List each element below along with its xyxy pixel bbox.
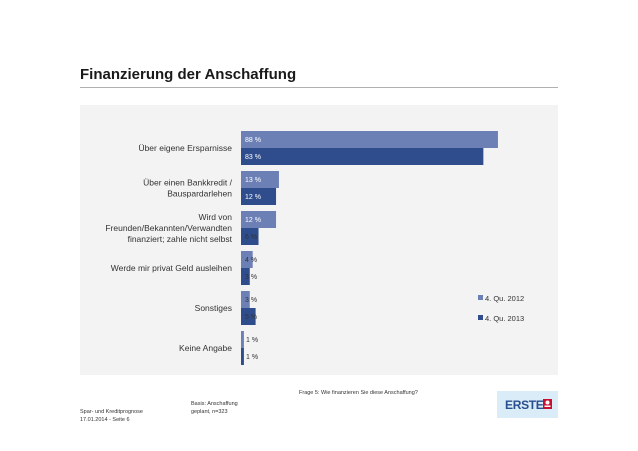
bar-2012-3 xyxy=(241,251,253,268)
value-label: 1 % xyxy=(246,354,258,361)
legend-label: 4. Qu. 2013 xyxy=(485,314,524,323)
title-divider xyxy=(80,87,558,88)
bar-2013-1 xyxy=(241,188,277,205)
question-note: Frage 5: Wie finanzieren Sie diese Ansch… xyxy=(299,390,418,396)
category-label: Werde mir privat Geld ausleihen xyxy=(111,263,233,273)
bar-2013-5 xyxy=(241,348,244,365)
value-label: 83 % xyxy=(245,154,261,161)
bar-2013-3 xyxy=(241,268,250,285)
value-label: 1 % xyxy=(246,337,258,344)
value-label: 6 % xyxy=(245,234,257,241)
erste-logo: ERSTE xyxy=(497,391,558,418)
bar-2012-2 xyxy=(241,211,277,228)
bar-chart: Über eigene Ersparnisse 88 % 83 % Über eine… xyxy=(105,131,524,365)
category-label: Bauspardarlehen xyxy=(167,189,232,199)
basis-note: Basis: Anschaffung geplant, n=323 xyxy=(191,400,238,416)
footer-date-page: 17.01.2014 - Seite 6 xyxy=(80,417,130,423)
bar-2013-2 xyxy=(241,228,259,245)
bar-2012-5 xyxy=(241,331,244,348)
footer: Spar- und Kreditprognose 17.01.2014 - Se… xyxy=(80,408,143,424)
basis-line-1: Basis: Anschaffung xyxy=(191,401,238,407)
category-label: Wird von xyxy=(198,212,232,222)
chart-panel: Über eigene Ersparnisse 88 % 83 % Über eine… xyxy=(80,105,558,375)
footer-report-name: Spar- und Kreditprognose xyxy=(80,409,143,415)
value-label: 12 % xyxy=(245,217,261,224)
value-label: 5 % xyxy=(245,314,257,321)
value-label: 4 % xyxy=(245,257,257,264)
value-label: 3 % xyxy=(245,274,257,281)
bar-2012-1 xyxy=(241,171,279,188)
bar-2012-4 xyxy=(241,291,250,308)
basis-line-2: geplant, n=323 xyxy=(191,409,228,415)
category-label: Über einen Bankkredit / xyxy=(143,178,232,188)
value-label: 3 % xyxy=(245,297,257,304)
bar-2013-0 xyxy=(241,148,484,165)
bar-2013-4 xyxy=(241,308,256,325)
value-label: 12 % xyxy=(245,194,261,201)
erste-logo-icon xyxy=(543,399,552,409)
category-label: Freunden/Bekannten/Verwandten xyxy=(105,223,232,233)
category-label: finanziert; zahle nicht selbst xyxy=(128,234,233,244)
category-label: Keine Angabe xyxy=(179,343,232,353)
legend-swatch-2012 xyxy=(478,295,483,300)
legend-label: 4. Qu. 2012 xyxy=(485,294,524,303)
bar-2012-0 xyxy=(241,131,498,148)
value-label: 88 % xyxy=(245,137,261,144)
legend-swatch-2013 xyxy=(478,315,483,320)
logo-wordmark: ERSTE xyxy=(505,398,544,412)
category-label: Sonstiges xyxy=(195,303,232,313)
value-label: 13 % xyxy=(245,177,261,184)
category-label: Über eigene Ersparnisse xyxy=(138,143,232,153)
page-title: Finanzierung der Anschaffung xyxy=(80,66,297,83)
